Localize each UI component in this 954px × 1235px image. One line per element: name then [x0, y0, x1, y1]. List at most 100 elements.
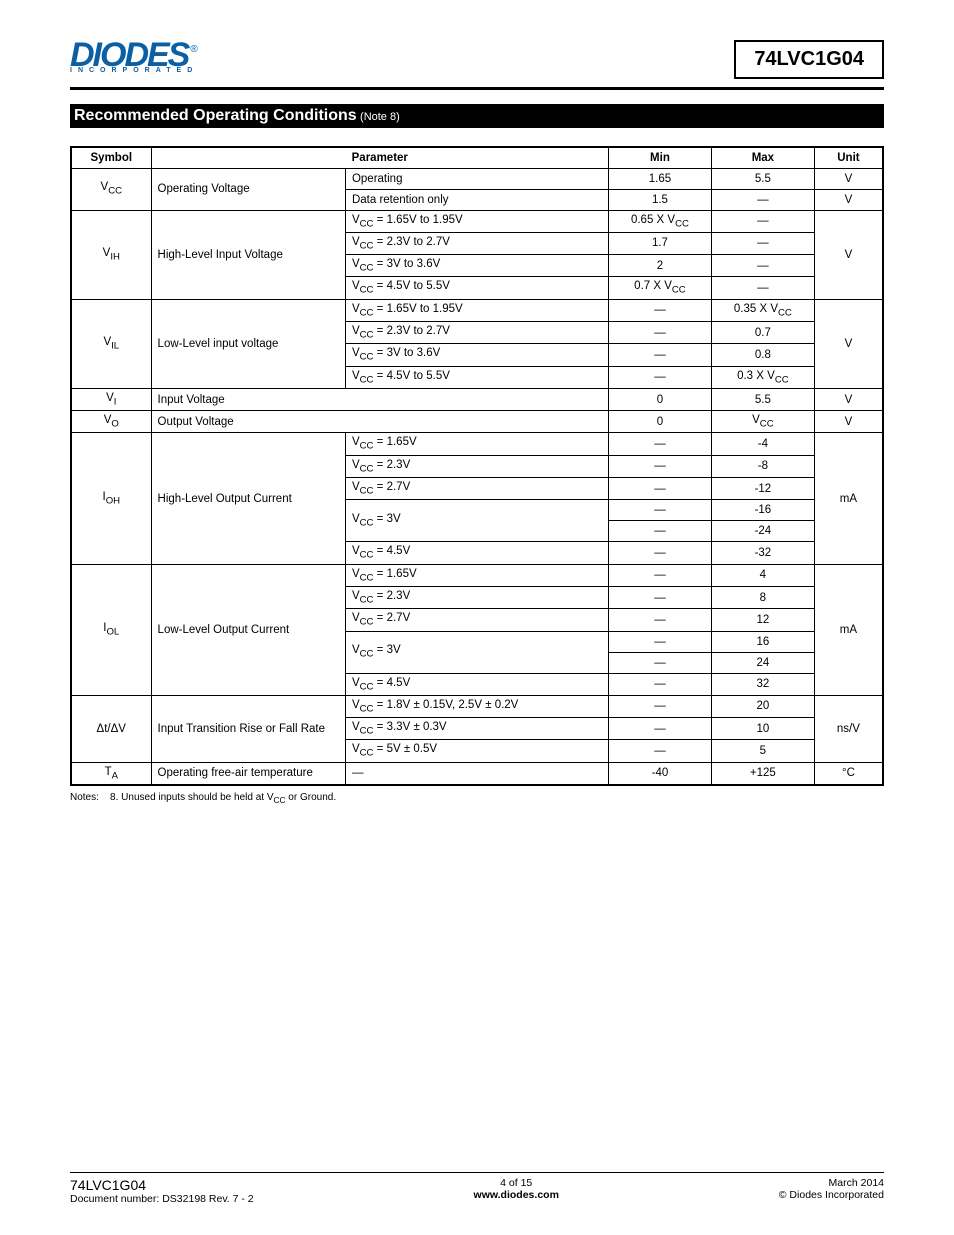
table-cell: V [814, 210, 883, 299]
table-cell: Δt/ΔV [71, 695, 151, 762]
table-cell: 1.5 [609, 189, 712, 210]
table-cell: VCC = 3V [345, 631, 608, 673]
table-cell: ns/V [814, 695, 883, 762]
table-cell: IOH [71, 433, 151, 564]
section-title-text: Recommended Operating Conditions [74, 107, 357, 124]
table-cell: V [814, 189, 883, 210]
table-cell: Operating Voltage [151, 168, 345, 210]
table-cell: TA [71, 762, 151, 785]
table-cell: VCC = 3V [345, 500, 608, 542]
footer-right: March 2014 © Diodes Incorporated [779, 1177, 884, 1205]
table-cell: VCC = 1.8V ± 0.15V, 2.5V ± 0.2V [345, 695, 608, 717]
table-cell: 0.7 X VCC [609, 277, 712, 299]
table-cell: — [345, 762, 608, 785]
table-cell: — [609, 609, 712, 631]
table-cell: VCC = 3V to 3.6V [345, 344, 608, 366]
table-cell: VCC = 2.3V [345, 455, 608, 477]
table-cell: Low-Level Output Current [151, 564, 345, 695]
table-cell: VCC = 1.65V to 1.95V [345, 299, 608, 321]
table-cell: — [609, 433, 712, 455]
footer-left: 74LVC1G04 Document number: DS32198 Rev. … [70, 1177, 254, 1205]
table-cell: IOL [71, 564, 151, 695]
table-cell: VCC = 2.3V to 2.7V [345, 232, 608, 254]
table-cell: VCC [711, 411, 814, 433]
table-row: VIHHigh-Level Input VoltageVCC = 1.65V t… [71, 210, 883, 232]
col-symbol: Symbol [71, 147, 151, 168]
table-row: Δt/ΔVInput Transition Rise or Fall RateV… [71, 695, 883, 717]
table-cell: 12 [711, 609, 814, 631]
table-cell: V [814, 168, 883, 189]
table-cell: -24 [711, 521, 814, 542]
table-cell: V [814, 299, 883, 388]
table-cell: VCC = 2.7V [345, 478, 608, 500]
table-row: VIInput Voltage05.5V [71, 388, 883, 410]
part-number-box: 74LVC1G04 [734, 40, 884, 79]
table-cell: — [609, 740, 712, 762]
table-cell: High-Level Input Voltage [151, 210, 345, 299]
table-cell: — [609, 299, 712, 321]
table-cell: mA [814, 433, 883, 564]
table-cell: 5 [711, 740, 814, 762]
footer-doc-number: Document number: DS32198 Rev. 7 - 2 [70, 1193, 254, 1205]
notes-section: Notes: 8. Unused inputs should be held a… [70, 792, 884, 805]
table-cell: — [609, 366, 712, 388]
table-cell: — [609, 631, 712, 652]
table-cell: Input Transition Rise or Fall Rate [151, 695, 345, 762]
table-cell: +125 [711, 762, 814, 785]
table-cell: -8 [711, 455, 814, 477]
table-cell: Operating free-air temperature [151, 762, 345, 785]
footer-copyright: © Diodes Incorporated [779, 1189, 884, 1201]
table-cell: High-Level Output Current [151, 433, 345, 564]
footer-date: March 2014 [779, 1177, 884, 1189]
table-row: IOLLow-Level Output CurrentVCC = 1.65V—4… [71, 564, 883, 586]
table-cell: 0.7 [711, 321, 814, 343]
table-cell: °C [814, 762, 883, 785]
table-cell: 16 [711, 631, 814, 652]
header-rule [70, 87, 884, 90]
table-cell: Low-Level input voltage [151, 299, 345, 388]
table-cell: 5.5 [711, 168, 814, 189]
table-cell: 5.5 [711, 388, 814, 410]
table-header-row: Symbol Parameter Min Max Unit [71, 147, 883, 168]
table-cell: -12 [711, 478, 814, 500]
table-cell: — [711, 210, 814, 232]
table-cell: — [609, 652, 712, 673]
section-note-ref: (Note 8) [360, 111, 400, 123]
notes-label: Notes: [70, 792, 99, 803]
table-cell: — [609, 521, 712, 542]
table-row: VCCOperating VoltageOperating1.655.5V [71, 168, 883, 189]
table-cell: mA [814, 564, 883, 695]
table-cell: — [609, 344, 712, 366]
table-cell: 1.65 [609, 168, 712, 189]
table-cell: VCC = 5V ± 0.5V [345, 740, 608, 762]
table-cell: 1.7 [609, 232, 712, 254]
table-cell: -4 [711, 433, 814, 455]
table-cell: — [609, 478, 712, 500]
table-cell: VCC = 4.5V to 5.5V [345, 366, 608, 388]
table-cell: 0.8 [711, 344, 814, 366]
col-min: Min [609, 147, 712, 168]
table-cell: VCC = 3V to 3.6V [345, 255, 608, 277]
note-text: Unused inputs should be held at VCC or G… [121, 792, 336, 803]
table-row: VILLow-Level input voltageVCC = 1.65V to… [71, 299, 883, 321]
table-cell: 0.35 X VCC [711, 299, 814, 321]
table-cell: — [711, 255, 814, 277]
table-cell: — [609, 564, 712, 586]
table-cell: VCC [71, 168, 151, 210]
col-max: Max [711, 147, 814, 168]
table-cell: 2 [609, 255, 712, 277]
table-cell: — [711, 232, 814, 254]
table-cell: V [814, 388, 883, 410]
section-title: Recommended Operating Conditions (Note 8… [70, 104, 884, 128]
table-cell: 8 [711, 586, 814, 608]
table-cell: V [814, 411, 883, 433]
table-row: VOOutput Voltage0VCCV [71, 411, 883, 433]
table-cell: — [609, 695, 712, 717]
table-cell: — [609, 673, 712, 695]
table-cell: — [609, 321, 712, 343]
table-cell: VCC = 1.65V [345, 433, 608, 455]
table-cell: — [609, 586, 712, 608]
table-cell: VCC = 1.65V to 1.95V [345, 210, 608, 232]
col-parameter: Parameter [151, 147, 608, 168]
table-cell: Input Voltage [151, 388, 608, 410]
